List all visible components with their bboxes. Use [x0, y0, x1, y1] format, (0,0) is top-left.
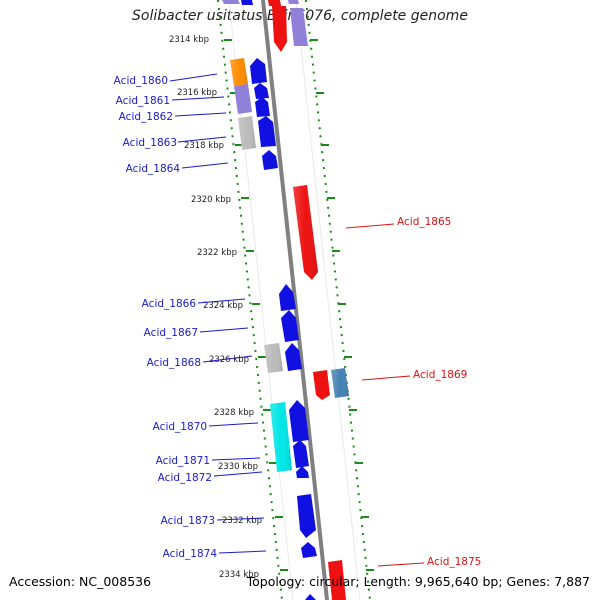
gene-feature[interactable] — [241, 0, 253, 5]
ruler-label: 2322 kbp — [197, 248, 237, 258]
gene-feature[interactable] — [281, 310, 299, 342]
gene-feature[interactable] — [293, 440, 309, 468]
ruler-label: 2324 kbp — [203, 301, 243, 311]
gene-label-acid-1869[interactable]: Acid_1869 — [413, 369, 467, 381]
ruler-label: 2328 kbp — [214, 408, 254, 418]
gene-feature[interactable] — [288, 0, 299, 4]
gene-feature[interactable] — [279, 284, 296, 311]
genome-backbone — [261, 0, 329, 600]
gene-feature[interactable] — [262, 150, 278, 170]
gene-feature[interactable] — [301, 542, 317, 558]
ruler-label: 2318 kbp — [184, 141, 224, 151]
gene-label-acid-1875[interactable]: Acid_1875 — [427, 556, 481, 568]
gene-feature[interactable] — [234, 84, 252, 114]
gene-feature[interactable] — [313, 370, 330, 400]
gene-feature[interactable] — [272, 6, 287, 52]
gene-feature[interactable] — [255, 97, 270, 117]
gene-feature[interactable] — [328, 560, 346, 600]
gene-label-acid-1861[interactable]: Acid_1861 — [116, 95, 170, 107]
gene-label-acid-1874[interactable]: Acid_1874 — [163, 548, 218, 560]
gene-feature[interactable] — [264, 343, 283, 373]
gene-feature[interactable] — [258, 116, 276, 147]
gene-feature[interactable] — [297, 494, 316, 538]
gene-label-acid-1862[interactable]: Acid_1862 — [119, 111, 173, 123]
gene-feature[interactable] — [285, 343, 302, 371]
gene-feature[interactable] — [250, 58, 267, 84]
gene-label-acid-1873[interactable]: Acid_1873 — [161, 515, 215, 527]
genome-summary: Topology: circular; Length: 9,965,640 bp… — [246, 574, 590, 589]
accession-label: Accession: NC_008536 — [9, 574, 152, 589]
gene-feature[interactable] — [268, 0, 281, 6]
gene-label-acid-1865[interactable]: Acid_1865 — [397, 216, 451, 228]
leader-lines-left — [169, 73, 267, 554]
ruler-label: 2330 kbp — [218, 462, 258, 472]
gene-label-acid-1860[interactable]: Acid_1860 — [114, 75, 168, 87]
inner-track-right — [295, 0, 361, 600]
ruler-label: 2320 kbp — [191, 195, 231, 205]
gene-label-acid-1864[interactable]: Acid_1864 — [126, 163, 181, 175]
gene-feature[interactable] — [296, 466, 309, 478]
gene-feature[interactable] — [289, 400, 309, 442]
gene-feature[interactable] — [293, 185, 318, 280]
gene-label-acid-1867[interactable]: Acid_1867 — [144, 327, 198, 339]
gene-feature[interactable] — [270, 402, 292, 472]
gene-label-acid-1863[interactable]: Acid_1863 — [123, 137, 177, 149]
ruler-label: 2326 kbp — [209, 355, 249, 365]
gene-label-acid-1872[interactable]: Acid_1872 — [158, 472, 212, 484]
gene-label-acid-1870[interactable]: Acid_1870 — [153, 421, 207, 433]
ruler-label: 2332 kbp — [222, 516, 262, 526]
leader-lines-right — [345, 223, 425, 567]
gene-features — [222, 0, 349, 600]
gene-label-acid-1868[interactable]: Acid_1868 — [147, 357, 201, 369]
ruler-label: 2316 kbp — [177, 88, 217, 98]
gene-feature[interactable] — [305, 594, 316, 600]
gene-feature[interactable] — [222, 0, 240, 4]
gene-feature[interactable] — [290, 8, 308, 46]
gene-feature[interactable] — [254, 83, 269, 99]
gene-feature[interactable] — [230, 58, 248, 86]
gene-feature[interactable] — [331, 368, 349, 398]
ruler-label: 2314 kbp — [169, 35, 209, 45]
gene-label-acid-1871[interactable]: Acid_1871 — [156, 455, 210, 467]
ruler-label: 2334 kbp — [219, 570, 259, 580]
gene-label-acid-1866[interactable]: Acid_1866 — [142, 298, 197, 310]
